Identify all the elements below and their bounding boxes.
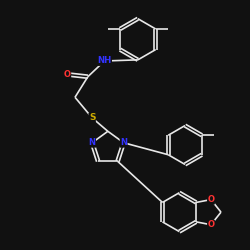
Text: O: O [208,195,214,204]
Text: S: S [89,113,96,122]
Text: O: O [64,70,71,79]
Text: N: N [120,138,127,147]
Text: N: N [88,138,96,147]
Text: O: O [208,220,214,229]
Text: NH: NH [97,56,112,66]
